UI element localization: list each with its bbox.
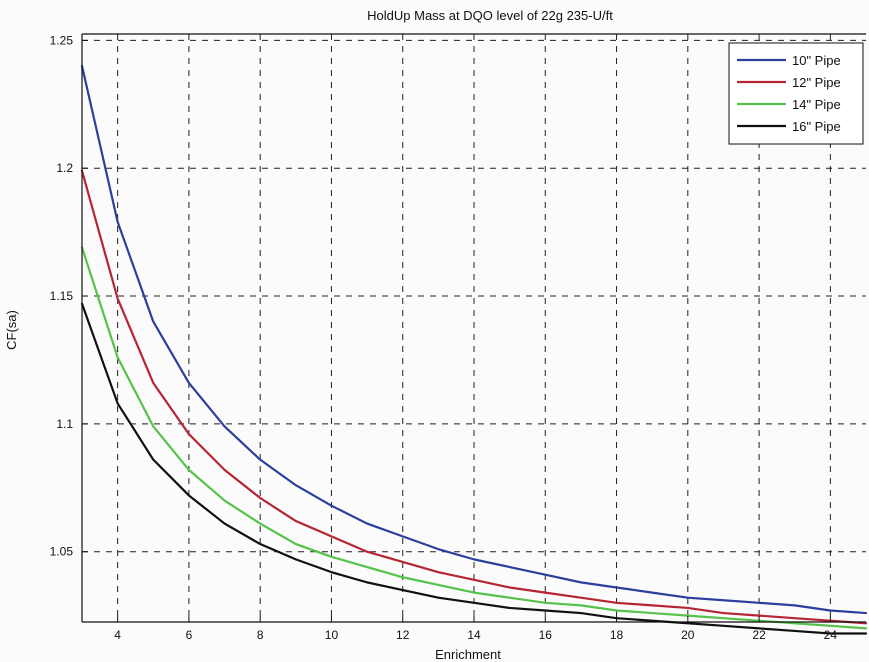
y-tick-label: 1.05 [50,545,74,559]
legend-label-3: 14" Pipe [792,97,841,112]
axes [81,33,866,623]
y-tick-label: 1.25 [50,33,74,47]
legend-label-4: 16" Pipe [792,119,841,134]
y-tick-label: 1.15 [50,289,74,303]
series-line-2 [80,169,868,625]
x-tick-label: 12 [396,628,410,642]
x-tick-label: 16 [539,628,553,642]
series-line-3 [80,246,868,630]
x-tick-label: 20 [681,628,695,642]
series-line-1 [80,64,868,615]
chart-title: HoldUp Mass at DQO level of 22g 235-U/ft [367,8,613,23]
y-axis-label: CF(sa) [4,310,19,350]
legend: 10" Pipe 12" Pipe 14" Pipe 16" Pipe [728,42,864,145]
tick-labels: 4 6 8 10 12 14 16 18 20 22 24 1.05 1.1 1.15 1.2 1.25 [50,33,838,642]
x-tick-label: 24 [824,628,838,642]
legend-label-2: 12" Pipe [792,75,841,90]
x-tick-label: 22 [752,628,766,642]
x-tick-label: 4 [114,628,121,642]
x-tick-label: 8 [257,628,264,642]
x-tick-label: 14 [467,628,481,642]
x-axis-label: Enrichment [435,647,501,662]
y-tick-label: 1.2 [56,161,73,175]
y-tick-label: 1.1 [56,417,73,431]
series-line-4 [80,302,868,635]
x-tick-label: 10 [325,628,339,642]
series-lines [80,64,868,635]
x-tick-label: 6 [186,628,193,642]
x-tick-label: 18 [610,628,624,642]
legend-label-1: 10" Pipe [792,53,841,68]
